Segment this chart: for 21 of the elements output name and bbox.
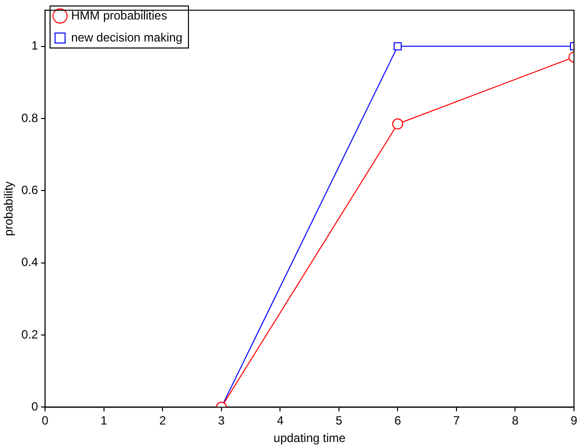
x-tick-label: 8: [512, 414, 519, 428]
y-tick-label: 0.4: [21, 255, 38, 270]
y-tick-label: 0.8: [21, 110, 38, 125]
x-tick-label: 3: [218, 414, 226, 428]
x-tick-label: 2: [159, 414, 166, 428]
point: [392, 118, 404, 130]
x-axis-title: updating time: [274, 431, 346, 446]
y-tick-label: 0.6: [21, 182, 38, 197]
y-tick-label: 0: [31, 400, 38, 414]
y-axis-title: probability: [2, 181, 16, 236]
x-tick-label: 5: [336, 414, 343, 428]
legend-label: HMM probabilities: [71, 8, 168, 22]
y-tick-label: 1: [31, 38, 38, 53]
x-tick-label: 9: [570, 414, 578, 428]
y-tick-label: 0.2: [21, 327, 38, 342]
x-tick-label: 6: [394, 414, 402, 428]
x-tick-label: 1: [100, 414, 108, 428]
x-tick-label: 7: [453, 414, 460, 428]
legend-label: new decision making: [71, 30, 182, 44]
x-tick-label: 4: [276, 414, 284, 428]
x-tick-label: 0: [42, 414, 49, 428]
